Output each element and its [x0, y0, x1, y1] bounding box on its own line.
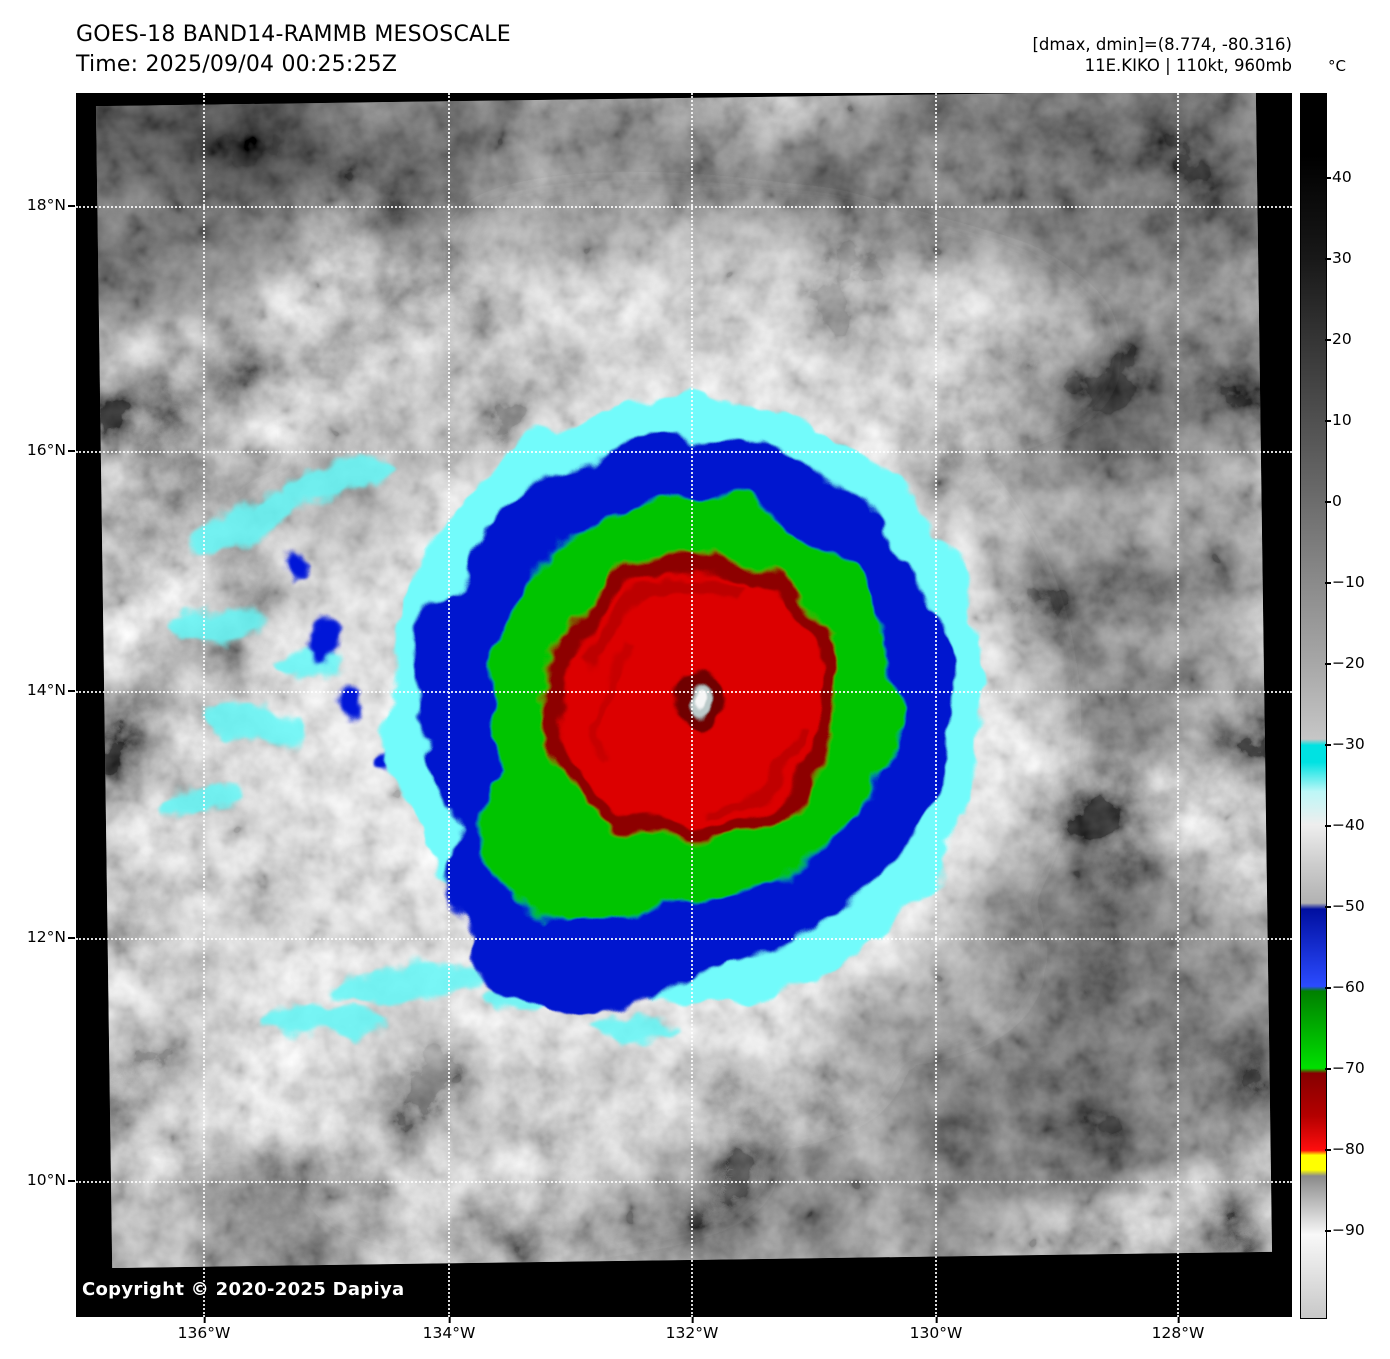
- lon-tick-label-136w: 136°W: [177, 1316, 231, 1342]
- product-title: GOES-18 BAND14-RAMMB MESOSCALE: [76, 22, 511, 47]
- colorbar-tick-m10: −10: [1325, 573, 1365, 591]
- lon-tick-label-132w: 132°W: [665, 1316, 719, 1342]
- lat-tick-label-14n: 14°N: [0, 681, 75, 699]
- colorbar-tick-10: 10: [1325, 411, 1352, 429]
- colorbar-tick-m90: −90: [1325, 1221, 1365, 1239]
- gridline-lon-134w: [448, 93, 450, 1317]
- lon-tick-label-128w: 128°W: [1151, 1316, 1205, 1342]
- lon-tick-label-130w: 130°W: [909, 1316, 963, 1342]
- readout-block: [dmax, dmin]=(8.774, -80.316) 11E.KIKO |…: [1033, 34, 1293, 76]
- colorbar-tick-40: 40: [1325, 168, 1352, 186]
- lon-tick-label-134w: 134°W: [422, 1316, 476, 1342]
- timestamp-label: Time: 2025/09/04 00:25:25Z: [76, 52, 398, 77]
- colorbar-tick-m20: −20: [1325, 654, 1365, 672]
- gridline-lon-130w: [935, 93, 937, 1317]
- copyright-label: Copyright © 2020-2025 Dapiya: [82, 1279, 405, 1300]
- cloud-field-svg: [95, 93, 1273, 1269]
- lat-tick-label-12n: 12°N: [0, 928, 75, 946]
- gridline-lat-14n: [76, 691, 1292, 693]
- storm-info-readout: 11E.KIKO | 110kt, 960mb: [1084, 56, 1292, 75]
- lat-tick-label-16n: 16°N: [0, 441, 75, 459]
- colorbar-tick-20: 20: [1325, 330, 1352, 348]
- gridline-lat-12n: [76, 938, 1292, 940]
- gridline-lon-132w: [691, 93, 693, 1317]
- gridline-lat-18n: [76, 206, 1292, 208]
- colorbar-tick-m50: −50: [1325, 897, 1365, 915]
- colorbar-unit-label: °C: [1328, 57, 1346, 75]
- gridline-lon-136w: [203, 93, 205, 1317]
- colorbar-tick-m80: −80: [1325, 1140, 1365, 1158]
- hurricane-eye: [663, 668, 724, 729]
- gridline-lat-16n: [76, 451, 1292, 453]
- colorbar-tick-m60: −60: [1325, 978, 1365, 996]
- colorbar-tick-m40: −40: [1325, 816, 1365, 834]
- colorbar-tick-0: 0: [1325, 492, 1342, 510]
- lat-tick-label-10n: 10°N: [0, 1171, 75, 1189]
- colorbar-tick-30: 30: [1325, 249, 1352, 267]
- temperature-colorbar: [1300, 93, 1327, 1319]
- satellite-plot: Copyright © 2020-2025 Dapiya: [76, 93, 1292, 1317]
- satellite-data-swath: [95, 93, 1273, 1269]
- gridline-lon-128w: [1177, 93, 1179, 1317]
- dmax-dmin-readout: [dmax, dmin]=(8.774, -80.316): [1032, 35, 1293, 54]
- lat-tick-label-18n: 18°N: [0, 196, 75, 214]
- gridline-lat-10n: [76, 1181, 1292, 1183]
- colorbar-tick-m30: −30: [1325, 735, 1365, 753]
- blue-flecks: [285, 551, 398, 775]
- cyan-fringe-patches: [161, 430, 844, 1042]
- colorbar-tick-m70: −70: [1325, 1059, 1365, 1077]
